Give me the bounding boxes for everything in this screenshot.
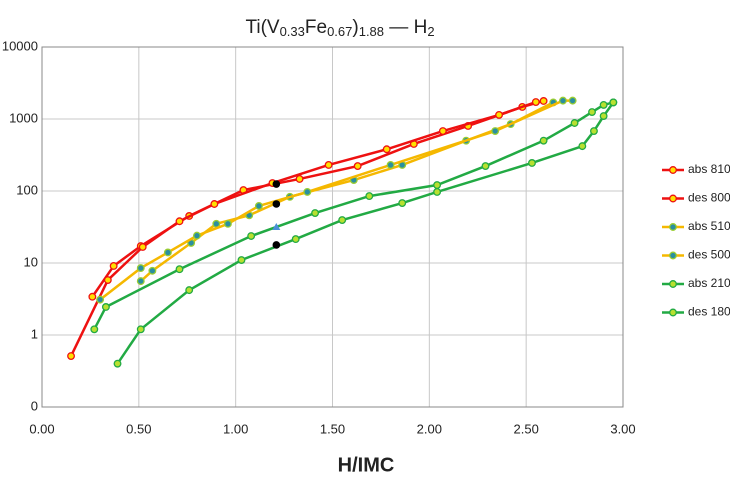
marker bbox=[669, 280, 677, 288]
marker bbox=[175, 265, 184, 274]
marker bbox=[539, 97, 548, 105]
marker bbox=[291, 235, 300, 244]
legend-label: abs 210 bbox=[688, 276, 730, 290]
marker bbox=[136, 277, 145, 286]
marker bbox=[559, 96, 567, 105]
marker bbox=[90, 325, 99, 334]
title-part: Fe bbox=[305, 17, 327, 38]
marker bbox=[669, 223, 677, 231]
x-tick-label: 1.00 bbox=[223, 421, 248, 436]
marker bbox=[338, 216, 347, 224]
marker bbox=[237, 256, 246, 264]
marker bbox=[481, 162, 490, 171]
marker bbox=[365, 192, 374, 201]
marker bbox=[531, 98, 540, 106]
marker bbox=[103, 276, 112, 284]
marker bbox=[311, 209, 320, 218]
title-part: Ti(V bbox=[245, 17, 279, 38]
marker bbox=[568, 96, 577, 105]
title-part: ) bbox=[352, 17, 358, 38]
marker bbox=[528, 159, 536, 167]
title-part: 0.67 bbox=[327, 24, 352, 39]
marker bbox=[669, 194, 677, 203]
series-line bbox=[99, 99, 573, 301]
marker bbox=[175, 217, 184, 226]
marker bbox=[192, 231, 201, 240]
x-tick-label: 1.50 bbox=[320, 421, 345, 436]
marker bbox=[382, 145, 391, 154]
marker bbox=[138, 243, 147, 251]
marker bbox=[669, 166, 677, 174]
marker bbox=[136, 264, 145, 273]
marker bbox=[148, 266, 157, 275]
title-part: 1.88 bbox=[359, 24, 384, 39]
title-part: 0.33 bbox=[280, 24, 305, 39]
point bbox=[272, 223, 281, 231]
marker bbox=[96, 295, 105, 304]
marker bbox=[223, 219, 232, 228]
legend-label: des 500 bbox=[688, 248, 730, 262]
marker bbox=[295, 175, 304, 183]
marker bbox=[398, 199, 407, 208]
marker bbox=[101, 303, 110, 311]
legend-label: des 180 bbox=[688, 305, 730, 319]
marker bbox=[136, 325, 145, 334]
marker bbox=[590, 127, 598, 136]
point bbox=[272, 180, 281, 188]
marker bbox=[353, 162, 362, 171]
marker bbox=[254, 201, 263, 210]
marker bbox=[491, 127, 500, 136]
series-line bbox=[91, 99, 544, 298]
legend-label: abs 810 bbox=[688, 162, 730, 176]
marker bbox=[210, 200, 219, 208]
x-tick-label: 2.00 bbox=[417, 421, 442, 436]
y-tick-label: 100 bbox=[16, 182, 38, 197]
marker bbox=[67, 352, 75, 361]
plot-frame bbox=[41, 46, 624, 408]
y-tick-label: 0 bbox=[31, 398, 38, 413]
legend-label: abs 510 bbox=[688, 219, 730, 233]
marker bbox=[324, 161, 333, 169]
marker bbox=[609, 98, 618, 107]
x-tick-label: 0.50 bbox=[126, 421, 151, 436]
series-line bbox=[139, 101, 554, 283]
y-tick-label: 1000 bbox=[9, 110, 38, 125]
marker bbox=[599, 100, 608, 109]
title-part: — H bbox=[384, 17, 427, 38]
marker bbox=[247, 232, 256, 240]
marker bbox=[588, 108, 596, 116]
marker bbox=[495, 110, 504, 119]
marker bbox=[669, 251, 677, 260]
x-tick-label: 3.00 bbox=[610, 421, 635, 436]
title-part: 2 bbox=[427, 24, 434, 39]
marker bbox=[578, 142, 587, 151]
marker bbox=[88, 292, 97, 301]
marker bbox=[570, 119, 579, 127]
marker bbox=[113, 359, 122, 368]
y-tick-label: 10000 bbox=[2, 38, 38, 53]
marker bbox=[185, 286, 194, 295]
x-tick-label: 0.00 bbox=[29, 421, 54, 436]
marker bbox=[539, 136, 548, 145]
marker bbox=[433, 188, 442, 196]
point bbox=[272, 241, 281, 249]
legend-label: des 800 bbox=[688, 191, 730, 205]
marker bbox=[386, 161, 395, 169]
x-tick-label: 2.50 bbox=[514, 421, 539, 436]
y-tick-label: 1 bbox=[31, 326, 38, 341]
marker bbox=[433, 181, 442, 189]
marker bbox=[438, 127, 447, 136]
x-axis-label: H/IMC bbox=[338, 454, 395, 476]
marker bbox=[109, 261, 118, 270]
marker bbox=[163, 248, 172, 257]
marker bbox=[599, 112, 608, 120]
marker bbox=[303, 188, 312, 196]
point bbox=[272, 200, 281, 208]
y-tick-label: 10 bbox=[24, 254, 38, 269]
chart-title: Ti(V0.33Fe0.67)1.88 — H2 bbox=[245, 17, 434, 39]
marker bbox=[669, 308, 677, 317]
